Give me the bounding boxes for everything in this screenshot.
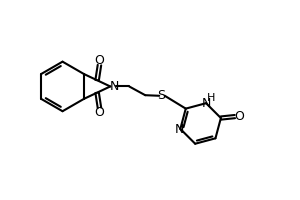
Text: O: O	[94, 106, 104, 119]
Text: O: O	[234, 110, 244, 123]
Text: N: N	[175, 123, 184, 136]
Text: O: O	[94, 54, 104, 67]
Text: N: N	[202, 97, 211, 110]
Text: N: N	[109, 80, 119, 93]
Text: H: H	[207, 93, 215, 103]
Text: S: S	[157, 89, 165, 102]
